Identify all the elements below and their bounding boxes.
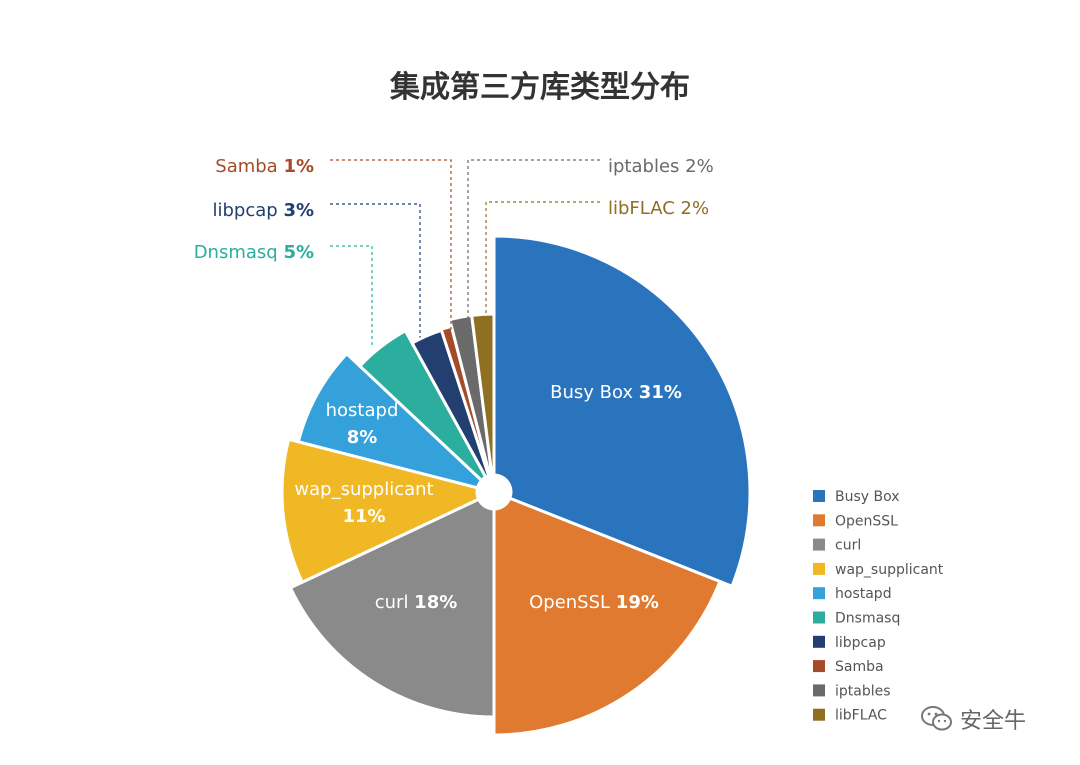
- legend-swatch-wap-supplicant: [813, 562, 825, 575]
- legend-label-wap-supplicant: wap_supplicant: [835, 562, 944, 578]
- legend-label-libflac: libFLAC: [835, 708, 887, 724]
- legend-swatch-dnsmasq: [813, 611, 825, 624]
- slice-curl: [288, 497, 496, 719]
- slice-label-wap-supplicant: wap_supplicant: [294, 479, 433, 500]
- chart-title: 集成第三方库类型分布: [389, 70, 690, 105]
- slice-hostapd: [296, 351, 484, 490]
- slice-label-hostapd: hostapd: [326, 400, 399, 421]
- legend-label-hostapd: hostapd: [835, 586, 892, 602]
- legend-swatch-iptables: [813, 684, 825, 697]
- slice-busy-box: [492, 234, 752, 589]
- slices-group: [280, 234, 752, 737]
- slice-label-curl: curl 18%: [375, 592, 458, 613]
- legend-label-dnsmasq: Dnsmasq: [835, 611, 900, 627]
- callout-label-libpcap: libpcap 3%: [213, 200, 315, 221]
- callout-line-iptables: [467, 159, 600, 320]
- watermark: 安全牛: [920, 703, 1026, 735]
- slice-libflac: [470, 312, 496, 477]
- callout-line-libpcap: [330, 203, 421, 338]
- watermark-text: 安全牛: [960, 709, 1027, 734]
- legend-swatch-samba: [813, 660, 825, 673]
- legend-label-iptables: iptables: [835, 683, 891, 699]
- legend: Busy Box OpenSSL curl wap_supplicanthostapd…: [813, 489, 944, 724]
- callout-label-dnsmasq: Dnsmasq 5%: [194, 242, 314, 263]
- slice-label-wap-supplicant-pct: 11%: [342, 506, 385, 527]
- callout-label-libflac: libFLAC 2%: [608, 198, 709, 219]
- slice-label-openssl: OpenSSL 19%: [529, 592, 659, 613]
- slice-wap-supplicant: [280, 437, 481, 585]
- callout-line-samba: [330, 159, 452, 330]
- legend-label-curl: curl: [835, 538, 861, 554]
- slice-labels-group: Busy Box 31% OpenSSL 19% curl 18% wap_suppl…: [294, 382, 682, 613]
- slice-openssl: [492, 496, 722, 737]
- legend-swatch-libpcap: [813, 635, 825, 648]
- legend-label-openssl: OpenSSL: [835, 513, 898, 529]
- wechat-icon: [921, 706, 952, 731]
- callout-label-samba: Samba 1%: [215, 156, 314, 177]
- slice-label-hostapd-pct: 8%: [347, 427, 378, 448]
- callout-line-dnsmasq: [330, 245, 373, 348]
- callout-line-libflac: [485, 201, 600, 317]
- legend-swatch-libflac: [813, 708, 825, 721]
- slice-dnsmasq: [357, 328, 488, 483]
- legend-label-libpcap: libpcap: [835, 635, 886, 651]
- callouts-group: Dnsmasq 5% libpcap 3% Samba 1% iptables 2% l…: [194, 156, 714, 348]
- callout-label-iptables: iptables 2%: [608, 156, 714, 177]
- legend-swatch-busy-box: [813, 490, 825, 502]
- legend-label-samba: Samba: [835, 659, 884, 675]
- legend-swatch-curl: [813, 538, 825, 551]
- slice-label-busy-box: Busy Box 31%: [550, 382, 682, 403]
- legend-swatch-hostapd: [813, 587, 825, 600]
- legend-label-busy-box: Busy Box: [835, 489, 900, 505]
- legend-swatch-openssl: [813, 514, 825, 527]
